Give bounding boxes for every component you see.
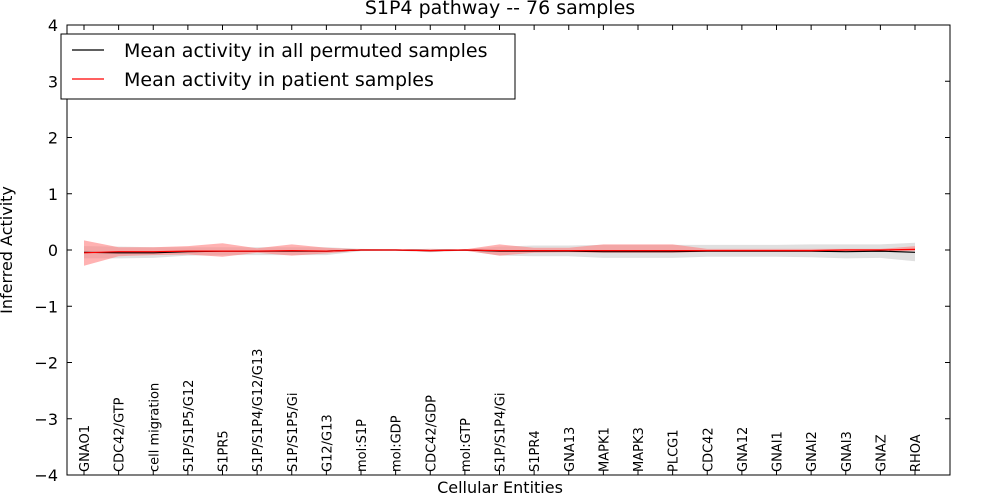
legend-label-patient: Mean activity in patient samples bbox=[124, 69, 434, 91]
x-tick-label: MAPK1 bbox=[597, 427, 612, 472]
x-tick-label: GNAO1 bbox=[78, 425, 93, 472]
y-tick-label: −2 bbox=[34, 354, 58, 373]
band-patient bbox=[84, 240, 915, 266]
line-patient bbox=[83, 248, 916, 254]
x-tick-label: S1PR5 bbox=[217, 430, 232, 472]
y-tick-label: −1 bbox=[34, 297, 58, 316]
x-axis-label: Cellular Entities bbox=[437, 478, 563, 497]
x-tick-label: GNAI2 bbox=[805, 431, 820, 472]
chart-title: S1P4 pathway -- 76 samples bbox=[365, 0, 635, 19]
y-tick-label: 0 bbox=[48, 241, 58, 260]
x-tick-label: GNAI3 bbox=[840, 431, 855, 472]
y-tick-label: 3 bbox=[48, 72, 58, 91]
x-tick-label: S1P/S1P5/Gi bbox=[286, 393, 301, 472]
x-tick-label: MAPK3 bbox=[632, 427, 647, 472]
x-tick-label: GNA12 bbox=[736, 427, 751, 472]
series-lines bbox=[83, 248, 916, 254]
x-tick-label: S1PR4 bbox=[528, 430, 543, 472]
x-tick-label: CDC42/GDP bbox=[424, 395, 439, 472]
y-tick-label: 4 bbox=[48, 16, 58, 35]
legend: Mean activity in all permuted samples Me… bbox=[60, 33, 516, 100]
x-tick-label: GNAZ bbox=[874, 434, 889, 472]
x-tick-label: mol:S1P bbox=[355, 419, 370, 472]
x-tick-label: CDC42/GTP bbox=[113, 397, 128, 472]
y-tick-label: 1 bbox=[48, 185, 58, 204]
y-axis: −4 −3 −2 −1 0 1 2 3 4 bbox=[34, 16, 950, 485]
x-tick-label: cell migration bbox=[147, 383, 162, 472]
legend-label-permuted: Mean activity in all permuted samples bbox=[124, 40, 487, 62]
x-tick-label: CDC42 bbox=[701, 427, 716, 472]
x-tick-label: S1P/S1P4/G12/G13 bbox=[251, 349, 266, 472]
x-axis: GNAO1 CDC42/GTP cell migration S1P/S1P5/G12… bbox=[78, 25, 924, 475]
x-tick-label: RHOA bbox=[909, 434, 924, 472]
y-tick-label: −4 bbox=[34, 466, 58, 485]
legend-box bbox=[60, 33, 516, 100]
x-tick-label: GNA13 bbox=[563, 427, 578, 472]
x-tick-label: G12/G13 bbox=[320, 414, 335, 472]
x-tick-label: PLCG1 bbox=[667, 429, 682, 472]
y-tick-label: 2 bbox=[48, 129, 58, 148]
y-axis-label: Inferred Activity bbox=[0, 186, 16, 314]
x-tick-label: S1P/S1P4/Gi bbox=[494, 393, 509, 472]
x-tick-label: mol:GDP bbox=[390, 415, 405, 472]
x-tick-label: GNAI1 bbox=[771, 431, 786, 472]
x-tick-label: S1P/S1P5/G12 bbox=[182, 380, 197, 472]
confidence-bands bbox=[84, 240, 915, 266]
x-tick-label: mol:GTP bbox=[459, 418, 474, 472]
y-tick-label: −3 bbox=[34, 410, 58, 429]
